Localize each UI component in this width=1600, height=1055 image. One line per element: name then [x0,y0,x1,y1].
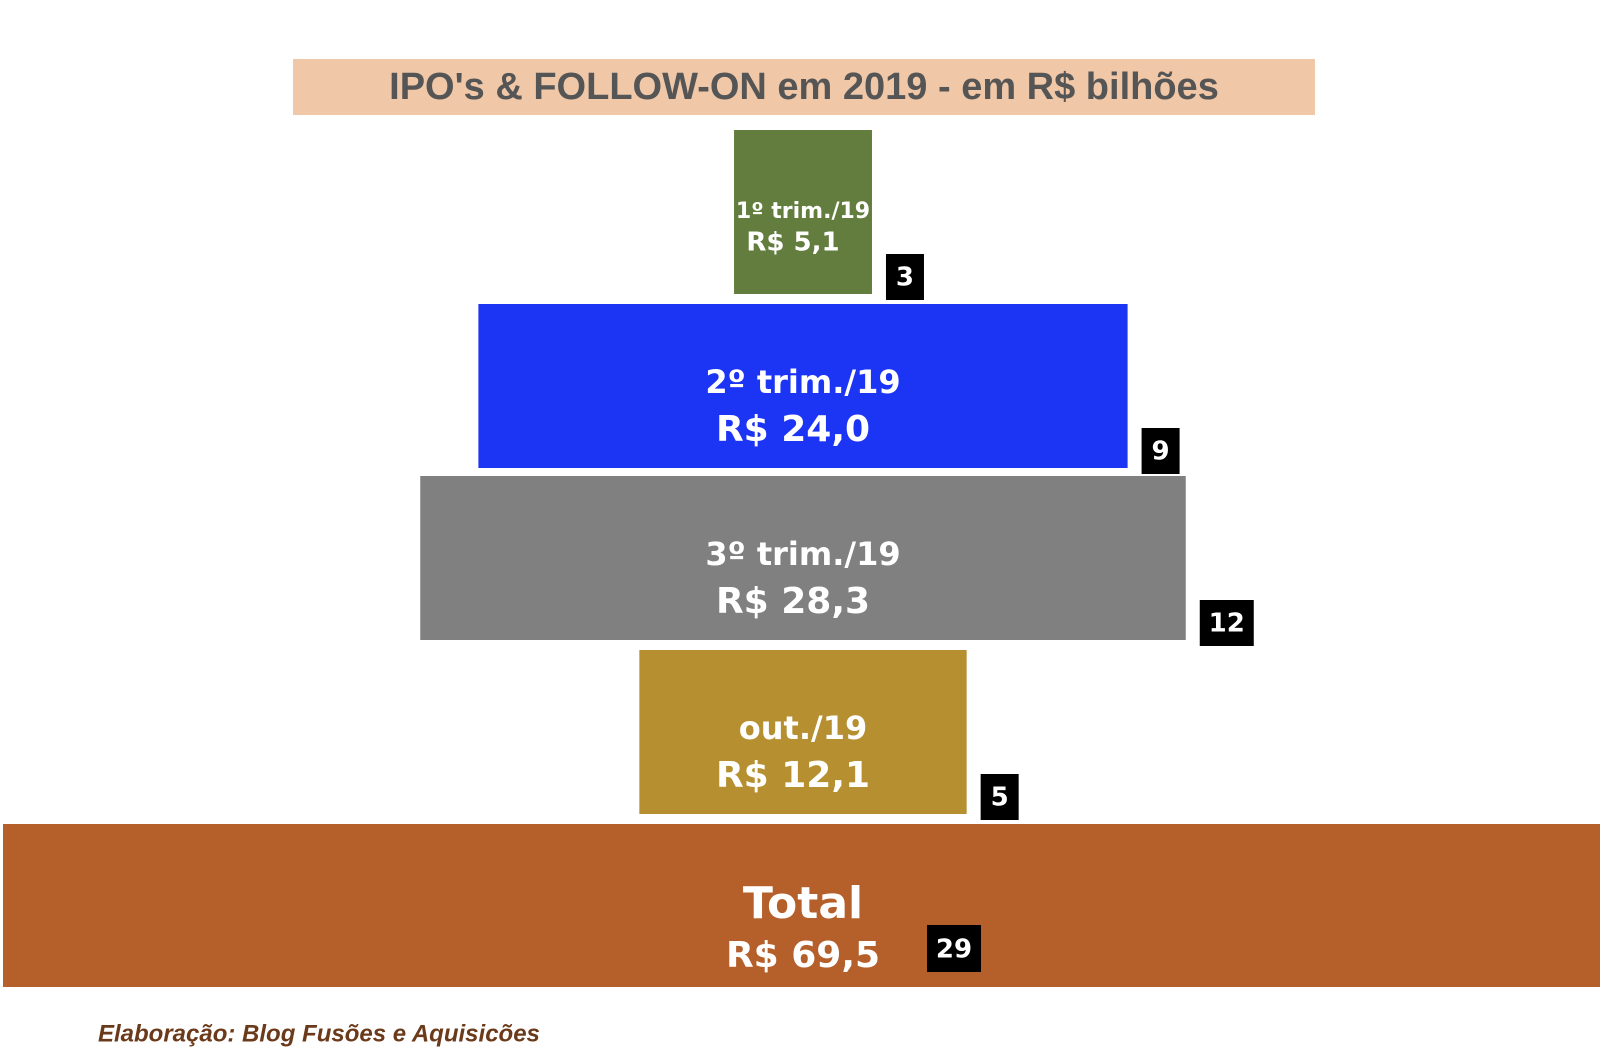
value-label: R$ 24,0 [716,409,870,450]
category-label: 1º trim./19 [736,199,870,224]
bar [420,476,1186,640]
value-label: R$ 12,1 [716,755,870,796]
count-label: 9 [1152,437,1170,467]
total-count-label: 29 [936,935,972,965]
total-label: Total [743,878,863,929]
bar [639,650,967,814]
category-label: 3º trim./19 [705,535,900,573]
bar [478,304,1128,468]
count-box [1199,600,1254,646]
title-background [293,59,1315,115]
total-value-label: R$ 69,5 [726,935,880,976]
count-label: 12 [1209,609,1245,639]
category-label: 2º trim./19 [705,363,900,401]
count-label: 3 [896,263,914,293]
total-bar [3,824,1600,987]
count-box [1141,428,1180,474]
bar [734,130,872,294]
count-box [980,774,1019,820]
count-label: 5 [991,783,1009,813]
value-label: R$ 28,3 [716,581,870,622]
chart-title: IPO's & FOLLOW-ON em 2019 - em R$ bilhõe… [389,66,1219,108]
category-label: out./19 [739,709,867,747]
count-box [927,925,981,972]
value-label: R$ 5,1 [746,227,839,257]
source-note: Elaboração: Blog Fusões e Aquisicões [98,1020,540,1047]
count-box [885,254,924,300]
